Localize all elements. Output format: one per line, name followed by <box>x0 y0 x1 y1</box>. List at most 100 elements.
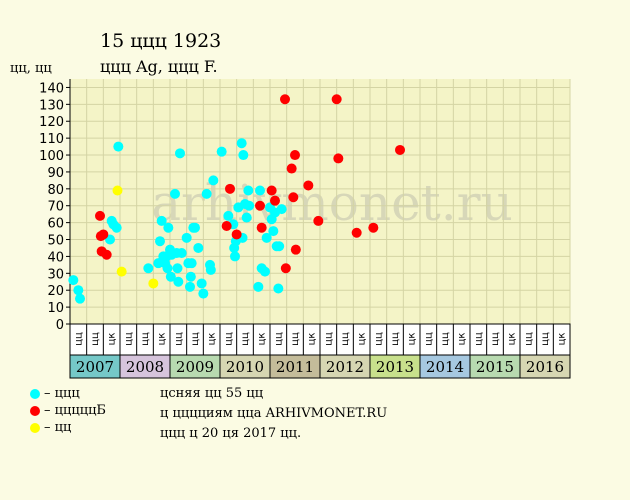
x-quarter-label: цц <box>323 332 334 346</box>
x-quarter-label: цк <box>507 333 518 346</box>
data-point <box>255 185 265 196</box>
y-axis-label: цц, цц <box>10 61 52 76</box>
x-year-label: 2013 <box>376 358 414 376</box>
x-quarter-label: цк <box>307 333 318 346</box>
watermark: arhivmonet.ru <box>151 174 513 232</box>
data-point <box>112 185 123 196</box>
x-quarter-label: цк <box>157 333 168 346</box>
data-point <box>236 138 247 149</box>
x-quarter-label: цц <box>523 332 534 346</box>
data-point <box>172 263 183 274</box>
legend-label: – цццццБ <box>44 403 106 418</box>
x-year-label: 2008 <box>126 358 164 376</box>
data-point <box>165 271 176 282</box>
data-point <box>276 204 287 215</box>
note-average-price: цсняя цц 55 цц <box>160 386 264 401</box>
note-date: ццц ц 20 ця 2017 цц. <box>160 426 302 441</box>
y-tick-label: 20 <box>47 284 64 299</box>
data-point <box>351 227 362 238</box>
data-point <box>73 285 84 296</box>
y-tick-label: 100 <box>39 149 64 164</box>
y-tick-label: 30 <box>47 267 64 282</box>
data-point <box>111 222 122 233</box>
x-quarter-label: цц <box>90 332 101 346</box>
data-point <box>255 200 265 211</box>
legend-red-dot-icon <box>30 405 40 416</box>
data-point <box>113 141 124 152</box>
data-point <box>173 276 184 287</box>
data-point <box>185 281 195 292</box>
data-point <box>270 195 280 206</box>
x-quarter-label: цк <box>107 333 118 346</box>
data-point <box>261 232 272 243</box>
data-point <box>333 153 344 164</box>
x-quarter-label: цк <box>557 333 568 346</box>
x-quarter-label: цк <box>407 333 418 346</box>
data-point <box>101 249 112 260</box>
y-tick-label: 110 <box>39 132 64 147</box>
data-point <box>303 180 314 191</box>
data-point <box>193 242 204 253</box>
data-point <box>280 94 290 105</box>
x-quarter-label: цц <box>440 332 451 346</box>
data-point <box>231 229 242 240</box>
x-quarter-label: цк <box>357 333 368 346</box>
data-point <box>208 175 219 186</box>
data-point <box>155 236 165 247</box>
data-point <box>290 244 301 255</box>
data-point <box>156 215 167 226</box>
data-point <box>170 188 180 199</box>
y-tick-label: 140 <box>39 81 64 96</box>
data-point <box>260 266 270 277</box>
year-cell <box>519 354 571 379</box>
data-point <box>201 188 212 199</box>
y-tick-label: 50 <box>47 234 64 249</box>
x-quarter-label: цц <box>423 332 434 346</box>
data-point <box>290 150 300 161</box>
x-quarter-label: цц <box>290 332 301 346</box>
x-year-label: 2016 <box>526 358 564 376</box>
x-quarter-label: цц <box>490 332 501 346</box>
data-point <box>205 264 216 275</box>
x-quarter-label: цк <box>207 333 218 346</box>
data-point <box>286 163 297 174</box>
data-point <box>253 281 264 292</box>
x-quarter-label: цц <box>190 332 201 346</box>
data-point <box>95 210 105 221</box>
data-point <box>98 229 109 240</box>
data-point <box>243 185 254 196</box>
x-quarter-label: цц <box>123 332 134 346</box>
x-quarter-label: цц <box>73 332 84 346</box>
data-point <box>176 248 187 259</box>
legend-item-cyan: – ццц <box>30 386 80 401</box>
x-quarter-label: цц <box>340 332 351 346</box>
data-point <box>238 150 249 161</box>
y-tick-label: 10 <box>47 301 64 316</box>
y-tick-label: 90 <box>47 166 64 181</box>
x-quarter-label: цц <box>223 332 234 346</box>
x-quarter-label: цц <box>240 332 251 346</box>
x-quarter-label: цц <box>390 332 401 346</box>
data-point <box>266 185 277 196</box>
legend-item-yellow: – цц <box>30 420 71 435</box>
data-point <box>148 278 159 289</box>
data-point <box>313 215 324 226</box>
x-quarter-label: цц <box>540 332 551 346</box>
y-tick-label: 130 <box>39 98 64 113</box>
data-point <box>216 146 227 157</box>
data-point <box>273 283 284 294</box>
chart-subtitle: ццц Ag, ццц F. <box>100 57 218 76</box>
y-tick-label: 120 <box>39 115 64 130</box>
data-point <box>395 144 405 155</box>
legend-cyan-dot-icon <box>30 388 40 399</box>
y-tick-label: 80 <box>47 183 64 198</box>
data-point <box>368 222 379 233</box>
y-tick-label: 0 <box>56 318 64 333</box>
note-source: ц цццциям цца ARHIVMONET.RU <box>160 406 388 421</box>
y-tick-label: 70 <box>47 200 64 215</box>
data-point <box>190 222 200 233</box>
x-quarter-label: цц <box>273 332 284 346</box>
data-point <box>241 212 252 223</box>
x-year-label: 2012 <box>326 358 364 376</box>
